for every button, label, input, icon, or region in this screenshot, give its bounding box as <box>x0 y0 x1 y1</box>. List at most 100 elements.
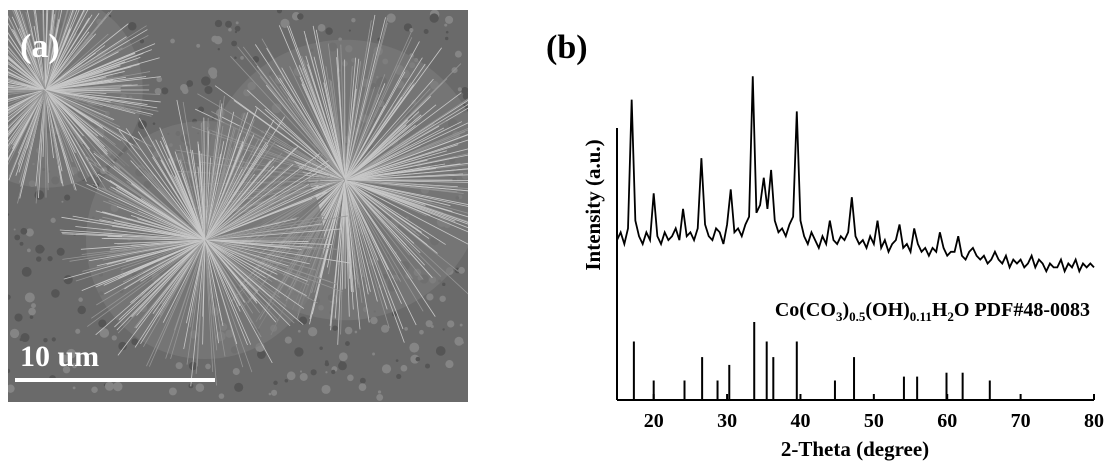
texture <box>14 313 22 321</box>
formula-text: O PDF#48-0083 <box>954 299 1090 321</box>
texture <box>409 343 419 353</box>
x-tick-label: 80 <box>1084 410 1104 432</box>
texture <box>78 297 83 302</box>
formula-text: (OH) <box>865 299 909 321</box>
texture <box>234 383 243 392</box>
texture <box>325 27 332 34</box>
texture <box>285 337 292 344</box>
texture <box>105 382 114 391</box>
texture <box>351 18 355 22</box>
texture <box>425 364 430 369</box>
texture <box>359 383 367 391</box>
texture <box>462 342 464 344</box>
texture <box>73 386 76 389</box>
texture <box>10 329 19 338</box>
texture <box>347 375 354 382</box>
texture <box>300 370 302 372</box>
texture <box>176 362 183 369</box>
texture <box>240 56 244 60</box>
texture <box>287 371 296 380</box>
texture <box>77 306 85 314</box>
texture <box>28 308 36 316</box>
formula-text: H <box>932 299 948 321</box>
x-tick-label: 30 <box>717 410 737 432</box>
y-axis-label: Intensity (a.u.) <box>581 139 605 270</box>
x-tick-label: 50 <box>864 410 884 432</box>
texture <box>416 357 421 362</box>
texture <box>426 293 433 300</box>
texture <box>128 22 137 31</box>
texture <box>360 378 366 384</box>
x-axis-label: 2-Theta (degree) <box>781 437 929 461</box>
texture <box>297 13 303 19</box>
texture <box>14 235 20 241</box>
subscript: 0.5 <box>849 309 866 324</box>
formula-text: ) <box>842 299 849 321</box>
texture <box>40 247 44 251</box>
subscript: 0.11 <box>910 309 932 324</box>
texture <box>439 296 445 302</box>
texture <box>61 201 63 203</box>
texture <box>112 335 117 340</box>
texture <box>180 84 188 92</box>
texture <box>456 339 459 342</box>
texture <box>201 76 210 85</box>
texture <box>345 327 353 335</box>
texture <box>294 347 303 356</box>
texture <box>308 327 317 336</box>
texture <box>196 44 200 48</box>
texture <box>153 122 156 125</box>
texture <box>447 320 454 327</box>
texture <box>430 13 439 22</box>
x-tick-label: 40 <box>790 410 810 432</box>
texture <box>396 374 401 379</box>
texture <box>446 31 449 34</box>
reference-label: Co(CO3)0.5(OH)0.11H2O PDF#48-0083 <box>775 299 1090 324</box>
texture <box>300 373 308 381</box>
texture <box>318 24 326 32</box>
texture <box>6 369 10 373</box>
texture <box>196 383 205 392</box>
x-tick-label: 60 <box>937 410 957 432</box>
texture <box>339 352 348 361</box>
texture <box>271 390 277 396</box>
texture <box>444 24 447 27</box>
x-tick-label: 70 <box>1011 410 1031 432</box>
texture <box>219 393 225 399</box>
texture <box>285 379 289 383</box>
texture <box>6 295 11 300</box>
texture <box>51 289 60 298</box>
texture <box>36 256 41 261</box>
texture <box>404 327 408 331</box>
texture <box>155 88 162 95</box>
texture <box>253 56 260 63</box>
texture <box>30 315 34 319</box>
texture <box>20 228 27 235</box>
texture <box>299 317 307 325</box>
texture <box>7 213 9 215</box>
texture <box>461 87 468 94</box>
texture <box>113 382 122 391</box>
texture <box>34 190 44 200</box>
scale-bar-label: 10 um <box>20 340 99 373</box>
texture <box>204 86 212 94</box>
formula-text: Co(CO <box>775 299 836 321</box>
texture <box>298 330 301 333</box>
texture <box>381 325 389 333</box>
texture <box>236 21 239 24</box>
texture <box>161 87 168 94</box>
texture <box>208 67 217 76</box>
texture <box>458 267 465 274</box>
texture <box>280 19 289 28</box>
texture <box>64 195 70 201</box>
texture <box>31 303 36 308</box>
texture <box>233 368 240 375</box>
texture <box>321 385 330 394</box>
texture <box>215 20 222 27</box>
texture <box>75 329 80 334</box>
texture <box>57 248 65 256</box>
texture <box>51 218 56 223</box>
texture <box>27 249 31 253</box>
texture <box>460 324 463 327</box>
texture <box>370 317 378 325</box>
